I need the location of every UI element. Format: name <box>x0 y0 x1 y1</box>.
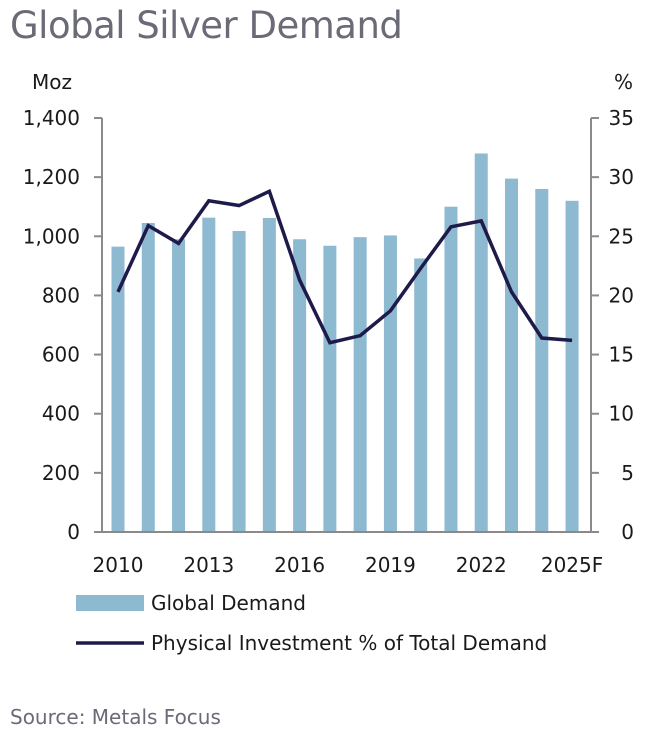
bar-2023 <box>505 178 519 532</box>
right-axis-tick-label: 35 <box>609 106 634 130</box>
left-axis-tick-label: 400 <box>42 402 80 426</box>
x-axis-tick-label: 2022 <box>456 553 507 577</box>
right-axis-tick-label: 0 <box>621 520 634 544</box>
bar-2022 <box>474 153 488 533</box>
left-axis-tick-label: 1,200 <box>23 165 80 189</box>
left-axis-tick-label: 800 <box>42 283 80 307</box>
bars-layer <box>111 153 579 533</box>
right-axis-tick-label: 10 <box>609 402 634 426</box>
line-physical-investment <box>116 188 573 345</box>
bar-2017 <box>323 245 337 532</box>
right-axis-tick-label: 30 <box>609 165 634 189</box>
chart-source: Source: Metals Focus <box>10 705 221 729</box>
bar-2012 <box>172 239 186 533</box>
bar-2018 <box>353 237 367 533</box>
left-axis-tick-label: 200 <box>42 461 80 485</box>
chart-title: Global Silver Demand <box>10 4 403 47</box>
x-axis-tick-label: 2025F <box>541 553 603 577</box>
x-axis-tick-label: 2010 <box>93 553 144 577</box>
legend: Global Demand Physical Investment % of To… <box>76 591 547 655</box>
bar-2010 <box>111 246 125 532</box>
legend-label: Global Demand <box>151 591 306 615</box>
right-axis-tick-label: 5 <box>621 461 634 485</box>
legend-swatch-global-demand <box>76 595 144 611</box>
x-axis-tick-label: 2013 <box>183 553 234 577</box>
right-axis-tick-label: 15 <box>609 343 634 367</box>
legend-label: Physical Investment % of Total Demand <box>151 631 547 655</box>
bar-2025f <box>565 200 579 533</box>
left-axis-tick-label: 600 <box>42 343 80 367</box>
bar-2024 <box>535 188 549 532</box>
axes-layer: 0 200 400 600 800 1,000 1,200 1,400 0 5 10 15 20 25 30… <box>23 106 634 577</box>
bar-2016 <box>293 239 307 533</box>
left-axis-tick-label: 1,400 <box>23 106 80 130</box>
left-axis-tick-label: 1,000 <box>23 224 80 248</box>
right-axis-tick-label: 20 <box>609 283 634 307</box>
left-axis-tick-label: 0 <box>67 520 80 544</box>
bar-2014 <box>232 230 246 532</box>
bar-2019 <box>383 235 397 532</box>
line-layer <box>116 188 573 345</box>
left-axis-unit: Moz <box>32 70 72 94</box>
x-axis-tick-label: 2016 <box>274 553 325 577</box>
right-axis-tick-label: 25 <box>609 224 634 248</box>
bar-2020 <box>414 258 428 532</box>
bar-2021 <box>444 206 458 532</box>
bar-2011 <box>141 222 155 533</box>
bar-2013 <box>202 217 216 532</box>
x-axis-tick-label: 2019 <box>365 553 416 577</box>
bar-2015 <box>262 217 276 532</box>
right-axis-unit: % <box>614 70 633 94</box>
